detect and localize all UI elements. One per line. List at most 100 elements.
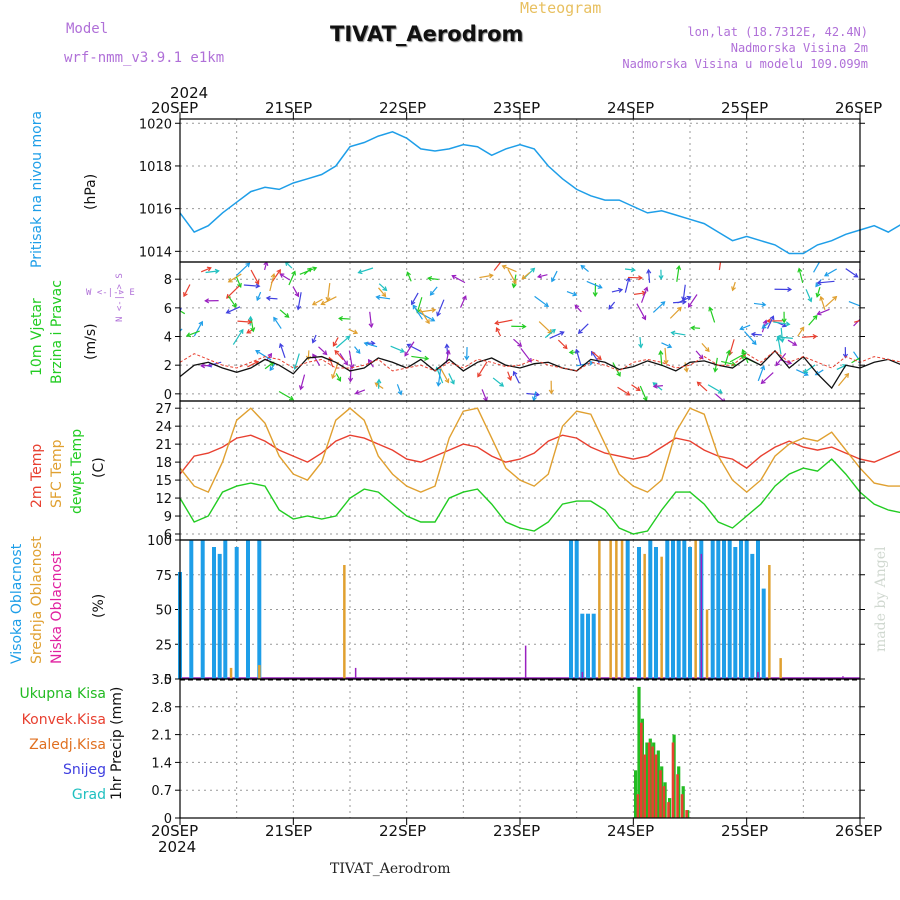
wind-arrow [766, 316, 774, 329]
wind-arrow [440, 368, 449, 383]
conv-precip-bar [671, 742, 675, 818]
wind-arrow [493, 262, 502, 271]
wind-arrow-head [803, 368, 809, 374]
wind-arrow [294, 353, 300, 370]
wind-arrow-head [381, 292, 387, 298]
wind-arrow-head [643, 286, 649, 292]
panel-pressure: 1014 1016 1018 1020 [139, 117, 900, 263]
wind-arrow [411, 292, 419, 305]
wind-arrow-head [577, 329, 583, 335]
wind-arrow [838, 373, 849, 387]
wind-arrow-head [174, 319, 178, 323]
wind-arrow-head [246, 329, 252, 334]
wind-arrow-head [779, 337, 785, 343]
wind-arrow [617, 386, 630, 396]
total-precip-bar [634, 770, 638, 818]
wind-arrow-head [776, 336, 782, 342]
mid-cloud-bar [694, 540, 697, 679]
wind-arrow-head [815, 292, 821, 298]
date-bottom-24: 24SEP [607, 822, 655, 840]
wind-arrow [732, 281, 736, 291]
wind-arrow-head [864, 317, 868, 321]
wind-arrow-head [270, 272, 276, 279]
y-tick-label: 25 [155, 638, 172, 653]
wind-arrow-head [255, 349, 261, 355]
wind-arrow [292, 286, 299, 297]
wind-arrow [255, 350, 272, 361]
wind-arrow-head [625, 391, 631, 396]
y-tick-label: 2 [164, 359, 172, 374]
wind-arrow [653, 385, 663, 388]
wind-arrow-head [370, 340, 376, 346]
date-top-20: 20SEP [151, 99, 199, 117]
mid-cloud-bar [768, 565, 771, 679]
wind-arrow [537, 274, 548, 278]
wind-arrow-head [741, 348, 747, 355]
wind-arrow-head [638, 343, 644, 349]
conv-precip-bar [680, 794, 684, 818]
wind-arrow-head [431, 307, 437, 313]
wind-arrow [288, 271, 296, 286]
wind-arrow-head [464, 355, 470, 361]
mid-cloud-bar [705, 609, 709, 679]
wind-arrow-head [273, 316, 278, 322]
wind-arrow-head [250, 327, 256, 333]
wind-arrow-head [355, 349, 361, 355]
mid-cloud-bar [609, 540, 612, 679]
wind-arrow-head [265, 295, 271, 301]
y-tick-label: 100 [147, 534, 172, 549]
wind-arrow [312, 334, 317, 343]
wind-arrow [669, 307, 682, 319]
wind-arrow [761, 372, 774, 384]
wind-arrow-head [368, 323, 374, 329]
wind-arrow [701, 342, 710, 352]
wind-arrow [335, 335, 350, 349]
station-title: TIVAT_Aerodrom [330, 22, 524, 46]
wind-arrow-head [298, 385, 304, 391]
y-tick-label: 1016 [139, 203, 172, 218]
y-tick-label: 1014 [139, 245, 172, 260]
low-cloud-bar [757, 672, 759, 679]
y-tick-label: 2.8 [151, 701, 172, 716]
wind-arrow [777, 337, 782, 355]
wind-arrow-head [495, 326, 501, 333]
high-cloud-bar [234, 547, 239, 679]
wind-arrow-head [823, 271, 830, 277]
wind-arrow-head [687, 302, 693, 308]
high-cloud-bar [682, 540, 687, 679]
high-cloud-bar [637, 547, 641, 679]
high-cloud-bar [739, 540, 743, 679]
wind-arrow-head [713, 367, 719, 373]
y-tick-label: 15 [155, 474, 172, 489]
wind-arrow [777, 336, 793, 339]
wind-arrow-head [766, 318, 772, 324]
wind-arrow-head [353, 329, 359, 335]
wind-arrow-head [198, 320, 203, 326]
wind-arrow [477, 361, 488, 377]
y-tick-label: 1.4 [151, 756, 172, 771]
wind-arrow-head [536, 273, 543, 279]
wind-arrow [740, 324, 751, 330]
wind-arrow-head [819, 257, 823, 261]
wind-arrow [502, 265, 517, 273]
wind-arrow [721, 360, 736, 366]
pressure-line [179, 131, 900, 255]
date-top-22: 22SEP [379, 99, 427, 117]
high-cloud-bar [688, 547, 692, 679]
wind-arrow-head [404, 351, 409, 357]
wind-gust-line [179, 350, 900, 372]
wind-arrow-head [307, 267, 312, 273]
wind-arrow [854, 319, 860, 323]
mid-cloud-bar [620, 540, 624, 679]
wind-arrow-head [451, 274, 457, 280]
precip-legend-frozen: Zaledj.Kisa [29, 737, 106, 753]
wind-arrow [479, 274, 493, 279]
wind-arrow [492, 377, 504, 387]
wind-arrow [820, 296, 826, 311]
meteogram-label: Meteogram [520, 0, 602, 17]
wind-arrow-head [663, 359, 669, 365]
low-cloud-bar [700, 553, 703, 679]
wind-arrow [278, 390, 294, 401]
wind-arrow-head [507, 375, 513, 381]
wind-arrow [652, 301, 666, 313]
